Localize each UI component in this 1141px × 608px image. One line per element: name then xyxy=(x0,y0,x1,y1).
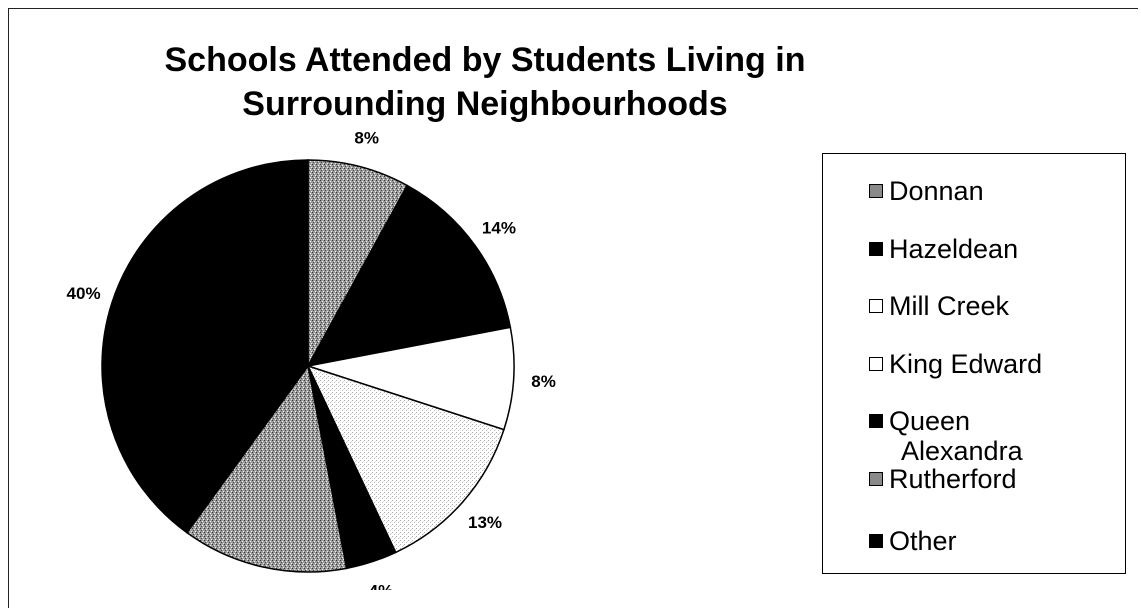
pie-slice-mill-creek xyxy=(307,326,515,431)
chart-title: Schools Attended by Students Living in S… xyxy=(100,38,870,126)
chart-frame xyxy=(8,8,1138,608)
legend-swatch-hazeldean xyxy=(869,242,883,256)
pie-label-king-edward: 13% xyxy=(468,513,502,532)
legend-swatch-donnan xyxy=(869,184,883,198)
legend-label-mill-creek: Mill Creek xyxy=(889,291,1010,321)
pie-slice-king-edward xyxy=(306,364,505,554)
legend-swatch-other xyxy=(869,534,883,548)
pie-label-donnan: 8% xyxy=(354,128,379,147)
pie-chart: 8% 14% 8% 13% 4% 13% 40% xyxy=(67,128,556,590)
legend-label-donnan: Donnan xyxy=(889,176,984,206)
legend-label-king-edward: King Edward xyxy=(889,349,1043,379)
pie-label-other: 40% xyxy=(67,284,101,303)
legend-label-alexandra: Alexandra xyxy=(901,436,1023,466)
chart-legend: Donnan Hazeldean Mill Creek King Edward … xyxy=(822,153,1126,574)
pie-slice-other xyxy=(101,159,309,534)
legend-label-rutherford: Rutherford xyxy=(889,464,1017,494)
chart-title-line-2: Surrounding Neighbourhoods xyxy=(242,85,728,123)
legend-label-hazeldean: Hazeldean xyxy=(889,234,1019,264)
legend-label-queen-alexandra: Queen Alexandra xyxy=(889,406,1059,466)
pie-slice-rutherford xyxy=(185,364,348,573)
chart-title-line-1: Schools Attended by Students Living in xyxy=(164,41,806,79)
pie-label-rutherford: 13% xyxy=(240,587,274,590)
legend-swatch-king-edward xyxy=(869,357,883,371)
legend-swatch-rutherford xyxy=(869,472,883,486)
pie-label-hazeldean: 14% xyxy=(482,218,516,237)
legend-swatch-queen-alexandra xyxy=(869,414,883,428)
legend-label-other: Other xyxy=(889,526,957,556)
pie-label-mill-creek: 8% xyxy=(531,372,556,391)
legend-swatch-mill-creek xyxy=(869,299,883,313)
pie-slice-hazeldean xyxy=(306,184,512,368)
legend-label-queen: Queen xyxy=(889,406,971,436)
pie-label-queen-alexandra: 4% xyxy=(369,581,394,590)
pie-slice-donnan xyxy=(307,159,409,367)
